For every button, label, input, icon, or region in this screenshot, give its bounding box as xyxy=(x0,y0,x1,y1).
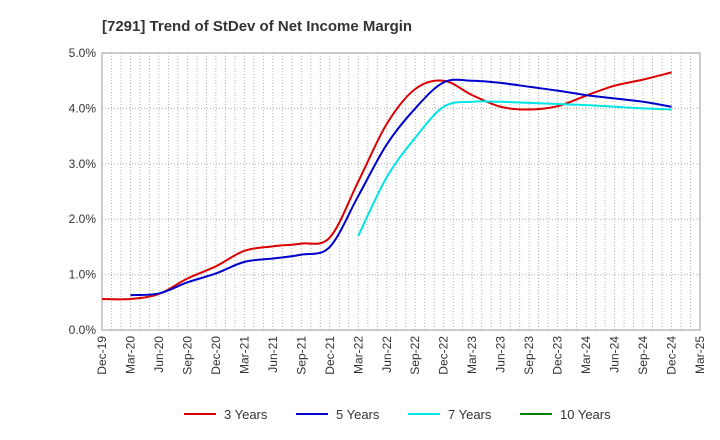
x-tick-label: Sep-23 xyxy=(522,336,536,375)
x-tick-label: Sep-21 xyxy=(294,336,308,375)
x-tick-label: Dec-19 xyxy=(95,336,109,375)
x-tick-label: Dec-20 xyxy=(209,336,223,375)
x-tick-label: Mar-24 xyxy=(579,336,593,374)
plot-frame xyxy=(101,52,701,331)
x-tick-label: Dec-24 xyxy=(665,336,679,375)
y-tick-label: 0.0% xyxy=(69,323,97,337)
legend-label-10-years: 10 Years xyxy=(560,407,611,422)
x-tick-label: Mar-20 xyxy=(123,336,137,374)
chart-title: [7291] Trend of StDev of Net Income Marg… xyxy=(102,18,412,35)
x-tick-label: Jun-21 xyxy=(266,336,280,373)
legend: 3 Years 5 Years 7 Years 10 Years xyxy=(184,407,611,422)
x-tick-label: Sep-24 xyxy=(636,336,650,375)
series-line-5-years xyxy=(130,78,672,297)
x-tick-label: Jun-22 xyxy=(380,336,394,373)
x-tick-label: Jun-20 xyxy=(152,336,166,373)
legend-label-5-years: 5 Years xyxy=(336,407,380,422)
x-tick-label: Sep-22 xyxy=(408,336,422,375)
y-tick-label: 2.0% xyxy=(69,212,97,226)
x-tick-label: Dec-22 xyxy=(437,336,451,375)
x-tick-label: Mar-22 xyxy=(351,336,365,374)
legend-label-7-years: 7 Years xyxy=(448,407,492,422)
plot-background xyxy=(102,53,700,330)
y-tick-label: 3.0% xyxy=(69,157,97,171)
legend-label-3-years: 3 Years xyxy=(224,407,268,422)
x-tick-label: Dec-23 xyxy=(551,336,565,375)
x-tick-label: Sep-20 xyxy=(180,336,194,375)
x-tick-label: Mar-23 xyxy=(465,336,479,374)
series-line-3-years xyxy=(101,71,672,301)
series-line-7-years xyxy=(357,100,672,237)
plot-area: 0.0% 1.0% 2.0% 3.0% 4.0% 5.0% Dec-19 Mar-20 Jun-… xyxy=(69,46,707,375)
x-tick-label: Mar-21 xyxy=(237,336,251,374)
x-tick-label: Dec-21 xyxy=(323,336,337,375)
x-tick-label: Mar-25 xyxy=(693,336,707,374)
y-tick-label: 1.0% xyxy=(69,268,97,282)
x-tick-label: Jun-23 xyxy=(494,336,508,373)
y-tick-label: 4.0% xyxy=(69,101,97,115)
x-tick-label: Jun-24 xyxy=(608,336,622,373)
y-tick-label: 5.0% xyxy=(69,46,97,60)
